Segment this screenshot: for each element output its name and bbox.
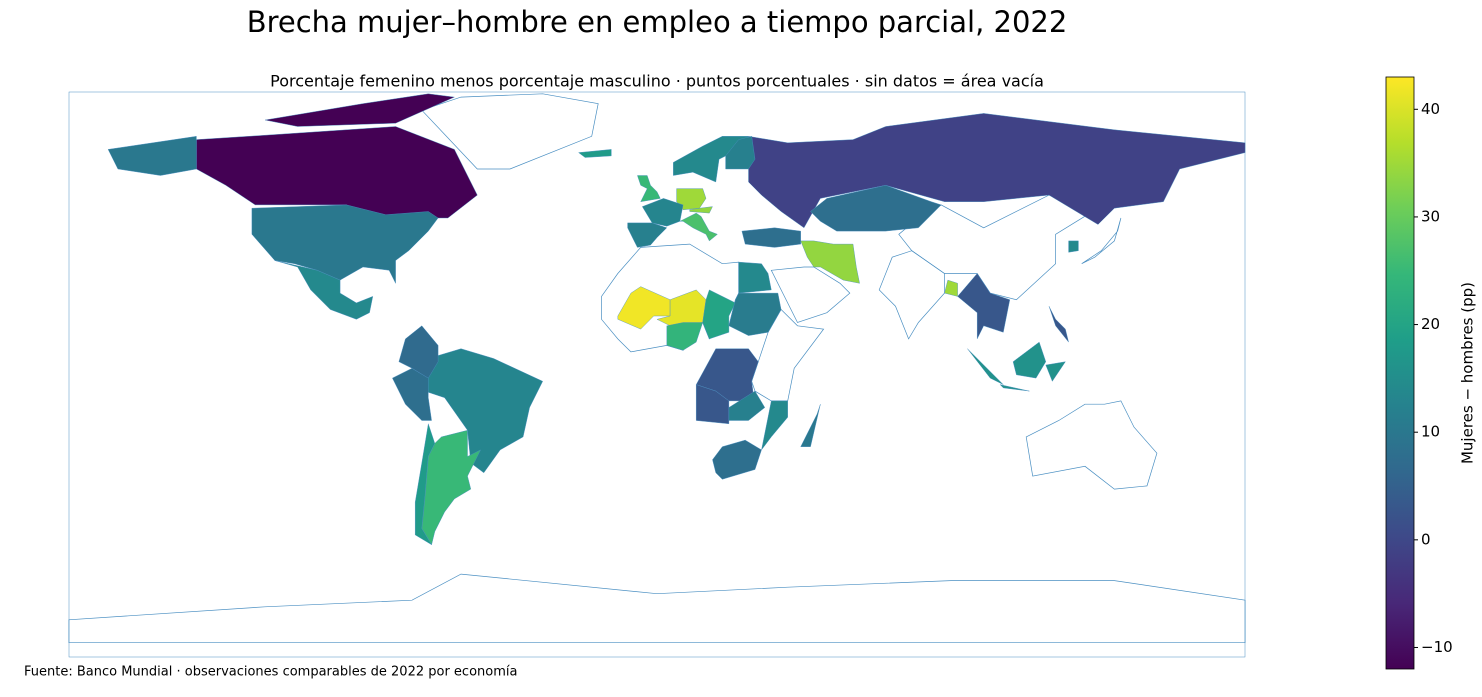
no-data-outline	[1025, 400, 1158, 490]
colorbar-label: Mujeres − hombres (pp)	[1459, 282, 1477, 464]
no-data-outline	[68, 573, 1246, 644]
region	[1068, 240, 1079, 253]
region	[944, 279, 958, 297]
region	[800, 240, 860, 284]
region	[738, 261, 772, 294]
chart-subtitle: Porcentaje femenino menos porcentaje mas…	[270, 72, 1044, 91]
region	[415, 423, 436, 545]
region	[107, 136, 439, 284]
colorbar-tick-label: 20	[1421, 315, 1440, 333]
map-frame	[68, 91, 1246, 658]
colorbar-tick-label: 30	[1421, 207, 1440, 225]
region	[741, 227, 801, 248]
region	[398, 325, 439, 379]
region	[1048, 306, 1069, 343]
region	[679, 212, 718, 242]
region	[712, 439, 762, 480]
region	[617, 286, 671, 330]
region	[689, 206, 713, 214]
no-data-outline	[898, 194, 1099, 301]
region	[627, 222, 668, 248]
region	[578, 149, 612, 158]
no-data-outline	[770, 266, 851, 323]
no-data-outline	[878, 250, 945, 340]
region	[957, 273, 1011, 339]
region	[748, 113, 1246, 229]
region	[761, 400, 788, 451]
colorbar-tick-label: 0	[1421, 530, 1431, 548]
region	[967, 341, 1066, 392]
region	[642, 198, 684, 227]
no-data-outline	[1081, 217, 1122, 265]
colorbar-tick-label: −10	[1421, 638, 1453, 656]
colorbar: −10 0 10 20 30 40	[1385, 76, 1453, 670]
region	[728, 292, 782, 336]
chart-title: Brecha mujer–hombre en empleo a tiempo p…	[247, 5, 1068, 39]
region	[702, 289, 736, 340]
source-note: Fuente: Banco Mundial · observaciones co…	[24, 665, 517, 680]
region	[637, 175, 661, 202]
colorbar-tick-label: 40	[1421, 100, 1440, 118]
region	[800, 404, 821, 447]
regions	[107, 93, 1246, 546]
colorbar-scale	[1385, 76, 1415, 670]
region	[666, 322, 703, 351]
colorbar-tick-label: 10	[1421, 423, 1440, 441]
region	[728, 390, 766, 421]
region	[725, 136, 756, 170]
region	[274, 260, 374, 320]
region	[810, 185, 942, 232]
